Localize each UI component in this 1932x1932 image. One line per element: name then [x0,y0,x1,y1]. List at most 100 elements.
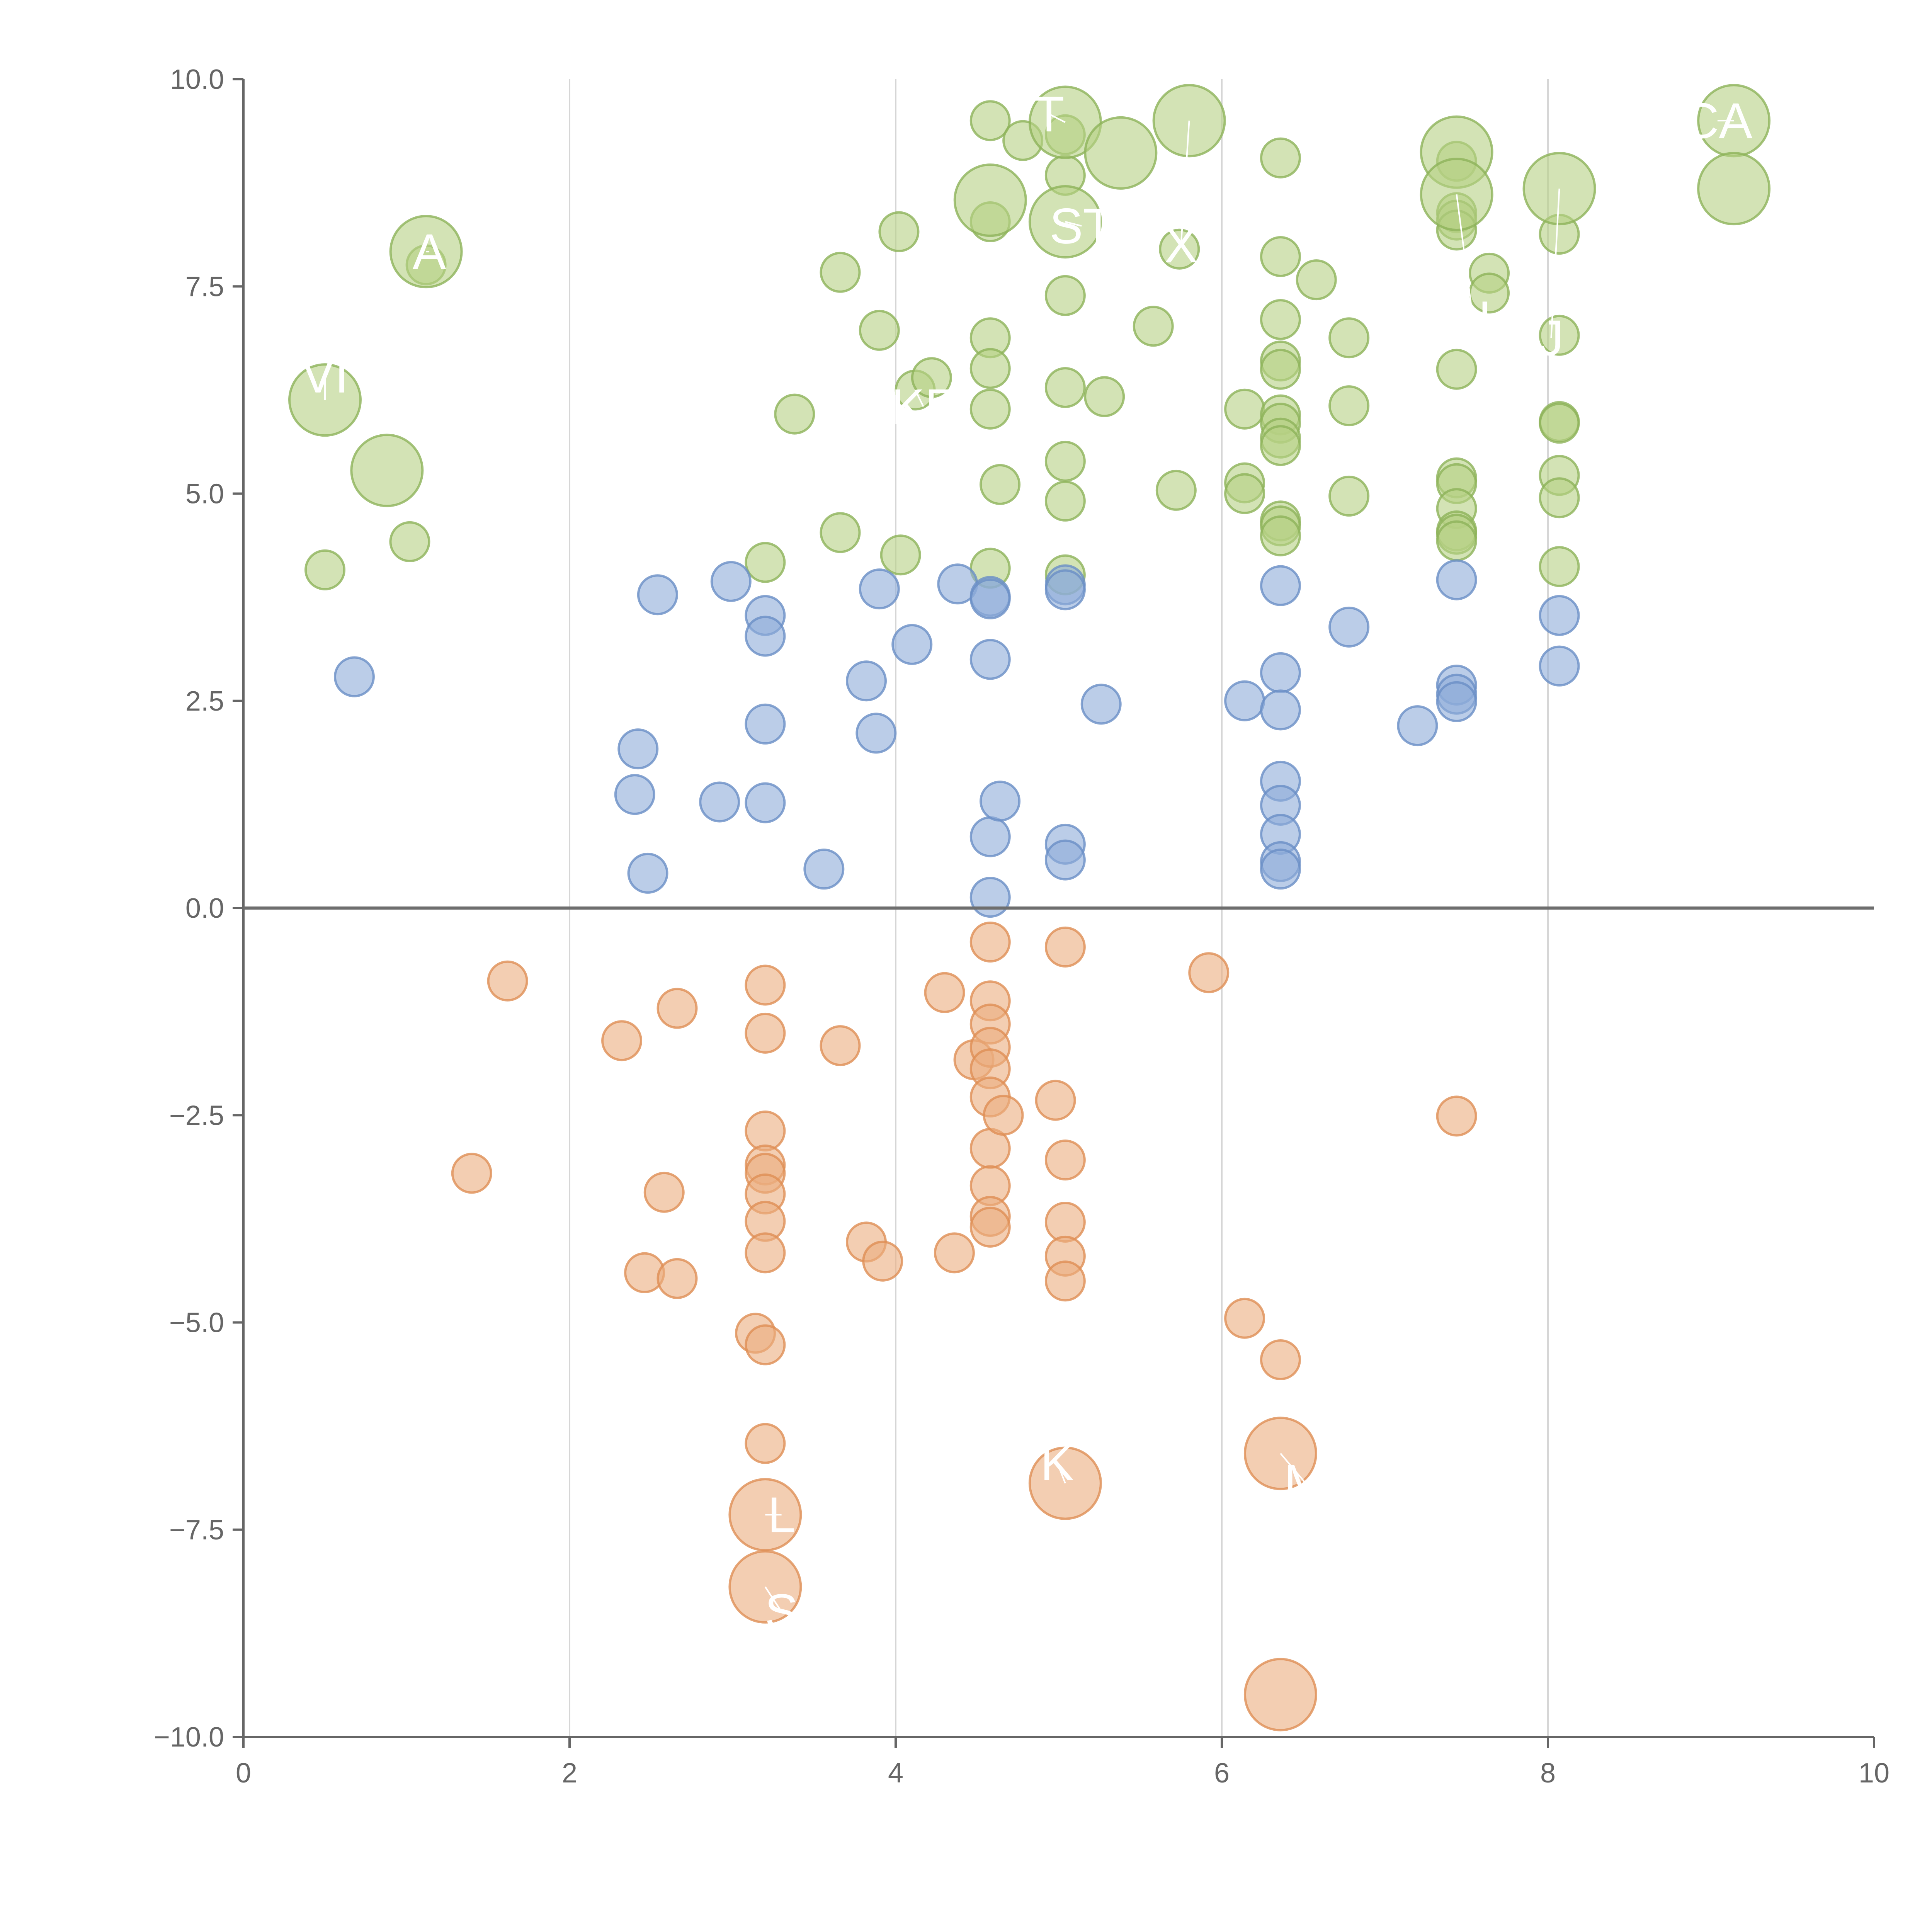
x-tick-label: 0 [236,1758,251,1789]
blue-point [745,782,786,823]
bubble-label: M [1284,1454,1326,1510]
label-leader-line [764,1586,782,1612]
green-point [1328,385,1370,427]
orange-point [656,988,698,1029]
orange-point [924,972,965,1013]
green-point [1260,299,1301,340]
orange-point [745,1232,786,1274]
green-point [389,521,430,562]
green-point [1044,367,1086,408]
x-tick-label: 6 [1214,1758,1230,1789]
blue-point [1539,645,1580,687]
orange-point [745,964,786,1006]
y-tick-label: 5.0 [185,479,224,510]
label-leader-line [1456,194,1474,319]
green-point [1328,317,1370,359]
green-point [1539,477,1580,519]
green-point [1436,349,1477,390]
blue-point [710,561,752,602]
y-tick-label: 0.0 [185,893,224,924]
green-point [820,512,861,553]
large-green-bubble [350,434,424,507]
blue-point [1436,559,1477,600]
bubble-label: L [767,1486,795,1543]
blue-point [1044,569,1086,611]
green-point [1224,388,1265,430]
orange-point [862,1240,903,1282]
blue-point [891,624,933,665]
bubble-label: K [1040,1434,1074,1491]
orange-point [1035,1080,1076,1121]
green-point [878,211,920,252]
y-tick-label: −7.5 [169,1515,224,1546]
green-point [859,310,900,351]
blue-point [1260,689,1301,731]
axes: 0 2 4 6 8 10 10.0 7.5 5.0 2.5 0.0 −2.5 −5.0 −7.5 −10.0 [154,64,1889,1789]
bubble-label: T [1034,86,1064,142]
bubble-label: U [1455,291,1491,347]
x-tick-label: 10 [1859,1758,1889,1789]
blue-point [745,616,786,657]
green-point [969,388,1011,430]
blue-point [1224,680,1265,721]
blue-point [1397,705,1438,747]
large-green-bubble [953,163,1027,237]
bubble-label: CA [1683,92,1753,149]
bubble-label: J [1539,310,1564,366]
bubble-labels: VI A KF T ST X U J CA LS M K [301,86,1753,1640]
blue-point [637,574,678,616]
green-point [1044,480,1086,522]
orange-point [745,1012,786,1054]
orange-point [820,1025,861,1066]
x-tick-label: 4 [888,1758,903,1789]
green-point [980,464,1021,505]
large-green-bubble [1697,152,1771,226]
green-point [969,100,1011,141]
blue-point [1436,681,1477,722]
y-tick-label: 10.0 [170,64,224,95]
green-point [1260,425,1301,466]
label-leader-line [1550,189,1560,338]
y-tick-label: −2.5 [169,1100,224,1131]
blue-point [969,877,1011,918]
orange-point [1436,1095,1477,1137]
orange-point [601,1020,643,1061]
orange-point [1188,952,1230,993]
blue-point [859,568,900,610]
blue-point [980,781,1021,822]
y-tick-label: 7.5 [185,271,224,302]
bubble-label: A [413,223,446,280]
orange-point [643,1172,685,1213]
green-point [1224,473,1265,514]
green-point [1260,515,1301,556]
green-point [1159,228,1200,270]
orange-point [745,1423,786,1464]
green-point [1260,349,1301,390]
bubble-label: KF [891,378,956,435]
green-point [1044,275,1086,316]
y-tick-label: −5.0 [169,1308,224,1338]
orange-point [1044,926,1086,968]
blue-point [855,713,897,754]
blue-point [1044,839,1086,881]
label-leader-line [1180,121,1190,245]
blue-point [614,774,655,815]
x-tick-label: 8 [1540,1758,1556,1789]
orange-point [969,921,1011,963]
label-leader-line [1056,1462,1066,1484]
blue-point [969,578,1011,619]
orange-point [983,1095,1024,1136]
orange-point [451,1153,492,1194]
blue-point [846,660,887,702]
orange-point [934,1232,975,1274]
orange-point [656,1258,698,1299]
orange-point [745,1324,786,1366]
green-point [1539,403,1580,444]
large-green-bubble [1084,116,1158,190]
green-point [1436,520,1477,561]
orange-point [969,1206,1011,1248]
green-point [1260,236,1301,277]
green-point [745,542,786,583]
blue-point [617,728,659,770]
orange-point [1224,1298,1265,1339]
